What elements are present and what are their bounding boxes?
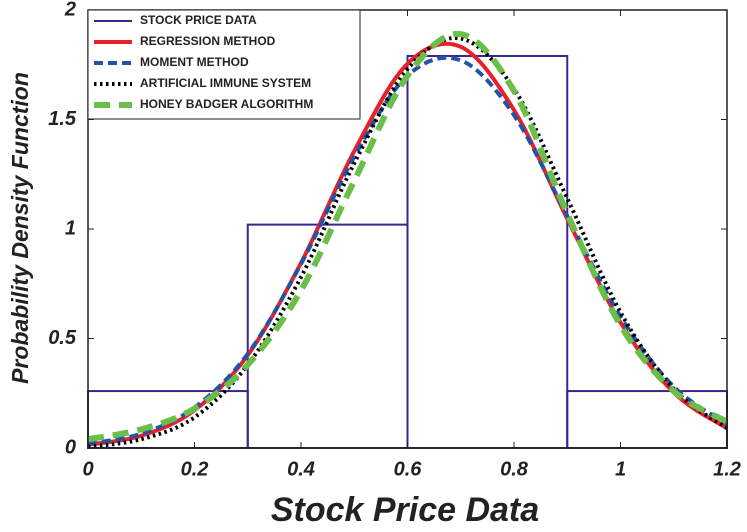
y-axis-label: Probability Density Function	[7, 72, 33, 384]
histogram-bar	[566, 390, 728, 449]
y-tick-label: 0	[65, 436, 76, 458]
histogram-bar	[406, 54, 569, 450]
y-tick-label: 1	[65, 217, 76, 239]
x-tick-label: 0.4	[287, 458, 315, 480]
x-tick-label: 1	[615, 458, 626, 480]
legend-box	[87, 9, 361, 120]
x-tick-label: 0.2	[181, 458, 209, 480]
x-tick-label: 1.2	[713, 458, 741, 480]
x-tick-label: 0	[82, 458, 93, 480]
histogram-bar	[246, 223, 409, 449]
legend-label: MOMENT METHOD	[140, 55, 249, 69]
x-tick-label: 0.8	[500, 458, 529, 480]
y-tick-label: 0.5	[48, 327, 77, 349]
curve	[88, 35, 727, 448]
y-tick-label: 1.5	[48, 108, 77, 130]
curve	[88, 31, 727, 443]
x-tick-label: 0.6	[394, 458, 423, 480]
legend-label: STOCK PRICE DATA	[140, 13, 257, 27]
x-axis-label: Stock Price Data	[271, 491, 539, 529]
legend-label: HONEY BADGER ALGORITHM	[140, 97, 313, 111]
y-tick-label: 2	[64, 0, 76, 20]
legend-label: ARTIFICIAL IMMUNE SYSTEM	[140, 76, 311, 90]
legend-label: REGRESSION METHOD	[140, 34, 276, 48]
